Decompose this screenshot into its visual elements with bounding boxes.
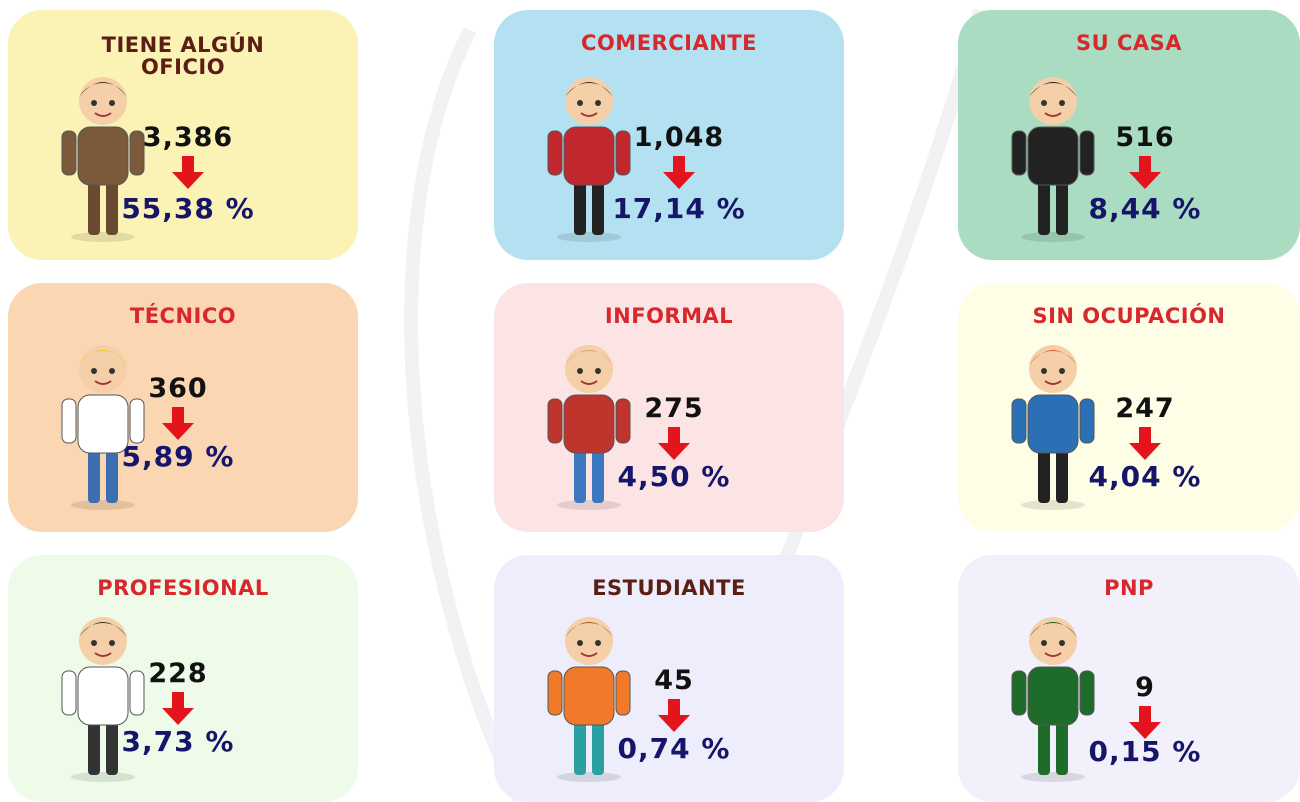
person-illustration [61, 77, 145, 242]
card-title: TÉCNICO [129, 304, 237, 328]
person-illustration [1011, 617, 1095, 782]
percent: 4,04 % [1088, 460, 1202, 493]
down-arrow [162, 407, 194, 440]
percent: 0,74 % [617, 732, 731, 765]
card-title: SU CASA [1075, 31, 1183, 55]
percent: 0,15 % [1088, 735, 1202, 768]
percent: 3,73 % [121, 725, 235, 758]
percent: 5,89 % [121, 440, 235, 473]
count: 1,048 [633, 122, 725, 153]
card-title: SIN OCUPACIÓN [1032, 304, 1226, 328]
person-illustration [547, 345, 631, 510]
card-title: PROFESIONAL [97, 576, 269, 600]
person-illustration [1011, 77, 1095, 242]
down-arrow [1129, 427, 1161, 460]
person-illustration [547, 77, 631, 242]
down-arrow [1129, 156, 1161, 189]
down-arrow [658, 427, 690, 460]
person-illustration [547, 617, 631, 782]
count: 247 [1115, 393, 1175, 424]
down-arrow [162, 692, 194, 725]
percent: 55,38 % [121, 192, 255, 225]
card-title: COMERCIANTE [581, 31, 757, 55]
count: 9 [1135, 672, 1155, 703]
count: 228 [148, 658, 208, 689]
down-arrow [1129, 706, 1161, 739]
person-illustration [1011, 345, 1095, 510]
count: 360 [148, 373, 208, 404]
card-title: ESTUDIANTE [592, 576, 746, 600]
percent: 4,50 % [617, 460, 731, 493]
percent: 17,14 % [612, 192, 746, 225]
person-illustration [61, 617, 145, 782]
percent: 8,44 % [1088, 192, 1202, 225]
person-illustration [61, 345, 145, 510]
down-arrow [658, 699, 690, 732]
count: 3,386 [142, 122, 234, 153]
card-title: PNP [1104, 576, 1154, 600]
swoosh [404, 26, 527, 802]
down-arrow [172, 156, 204, 189]
down-arrow [663, 156, 695, 189]
card-title: TIENE ALGÚN OFICIO [101, 33, 265, 79]
card-title: INFORMAL [604, 304, 734, 328]
count: 45 [654, 665, 694, 696]
count: 516 [1115, 122, 1175, 153]
count: 275 [644, 393, 704, 424]
